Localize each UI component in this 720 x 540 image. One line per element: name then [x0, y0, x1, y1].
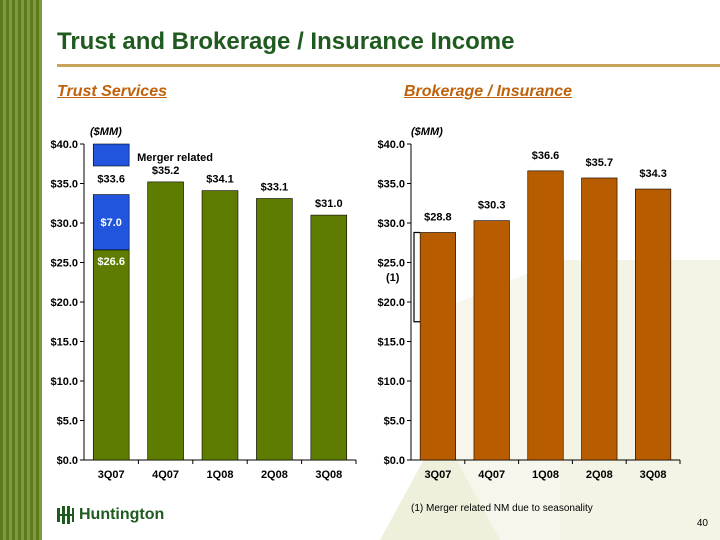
trust-x-tick-label: 3Q08: [315, 469, 342, 481]
trust-bar: [201, 190, 239, 461]
brokerage-value-label: $34.3: [639, 168, 667, 180]
trust-bar: [92, 249, 130, 461]
trust-y-tick-label: $10.0: [50, 376, 78, 388]
trust-total-label: $33.6: [97, 174, 125, 186]
trust-y-tick-label: $15.0: [50, 337, 78, 349]
brokerage-y-tick-label: $0.0: [384, 455, 405, 467]
brokerage-value-label: $28.8: [424, 211, 452, 223]
brokerage-y-tick-label: $10.0: [377, 376, 405, 388]
trust-total-label: $33.1: [261, 182, 289, 194]
brokerage-x-tick-label: 4Q07: [478, 469, 505, 481]
trust-bar: [256, 198, 293, 461]
brokerage-x-tick-label: 3Q07: [424, 469, 451, 481]
brokerage-bar: [527, 170, 564, 461]
brokerage-bar: [473, 220, 510, 461]
trust-y-tick-label: $40.0: [50, 139, 78, 151]
brokerage-insurance-heading: Brokerage / Insurance: [404, 83, 573, 100]
trust-y-tick-label: $30.0: [50, 218, 78, 230]
brokerage-annotation-label: (1): [386, 272, 400, 284]
trust-x-tick-label: 3Q07: [98, 469, 125, 481]
brokerage-bar: [581, 177, 618, 461]
page-title: Trust and Brokerage / Insurance Income: [57, 28, 515, 55]
brokerage-value-label: $35.7: [586, 157, 614, 169]
brokerage-y-tick-label: $20.0: [377, 297, 405, 309]
brokerage-y-tick-label: $25.0: [377, 258, 405, 270]
trust-y-tick-label: $0.0: [57, 455, 78, 467]
trust-bar: [147, 181, 184, 461]
trust-merger-bar-segment: [92, 194, 130, 251]
title-band: [42, 0, 720, 70]
trust-legend-swatch: [92, 143, 130, 167]
huntington-logo: Huntington: [55, 505, 164, 525]
brokerage-y-tick-label: $40.0: [377, 139, 405, 151]
trust-base-segment-label: $26.6: [97, 256, 125, 268]
trust-y-tick-label: $20.0: [50, 297, 78, 309]
trust-y-tick-label: $5.0: [57, 416, 78, 428]
brokerage-y-tick-label: $35.0: [377, 179, 405, 191]
brokerage-y-tick-label: $30.0: [377, 218, 405, 230]
brokerage-annotation-bracket: [413, 231, 420, 323]
trust-total-label: $35.2: [152, 165, 180, 177]
decorative-side-stripe: [0, 0, 42, 540]
huntington-logo-text: Huntington: [79, 506, 165, 523]
huntington-logo-mark-icon: [57, 506, 74, 524]
brokerage-value-label: $36.6: [532, 150, 560, 162]
brokerage-bar: [635, 188, 672, 461]
trust-bar: [310, 214, 348, 461]
trust-y-tick-label: $35.0: [50, 179, 78, 191]
title-divider: [57, 64, 720, 67]
brokerage-bar: [419, 232, 456, 461]
brokerage-x-tick-label: 2Q08: [586, 469, 613, 481]
brokerage-value-label: $30.3: [478, 200, 506, 212]
brokerage-x-tick-label: 3Q08: [640, 469, 667, 481]
trust-x-tick-label: 1Q08: [207, 469, 234, 481]
brokerage-y-tick-label: $5.0: [384, 416, 405, 428]
brokerage-unit-label: ($MM): [411, 126, 443, 138]
trust-unit-label: ($MM): [90, 126, 122, 138]
page-number: 40: [696, 518, 708, 529]
footnote: (1) Merger related NM due to seasonality: [411, 503, 593, 514]
trust-total-label: $34.1: [206, 174, 234, 186]
brokerage-y-tick-label: $15.0: [377, 337, 405, 349]
trust-y-tick-label: $25.0: [50, 258, 78, 270]
trust-services-heading: Trust Services: [57, 83, 167, 100]
trust-merger-segment-label: $7.0: [100, 217, 121, 229]
trust-x-tick-label: 4Q07: [152, 469, 179, 481]
brokerage-x-tick-label: 1Q08: [532, 469, 559, 481]
trust-total-label: $31.0: [315, 198, 343, 210]
trust-legend-label: Merger related: [137, 152, 213, 164]
trust-x-tick-label: 2Q08: [261, 469, 288, 481]
